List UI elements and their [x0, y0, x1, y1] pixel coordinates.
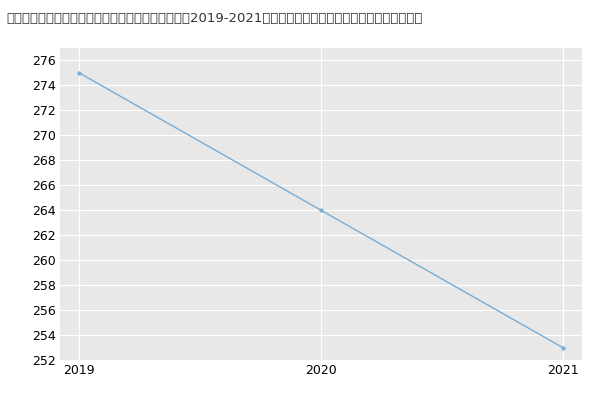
Text: 河北农业大学信息科学与技术学院农业信息化技术（2019-2021历年复试）研究生录取分数线信息科学与技术: 河北农业大学信息科学与技术学院农业信息化技术（2019-2021历年复试）研究生…	[6, 12, 422, 25]
